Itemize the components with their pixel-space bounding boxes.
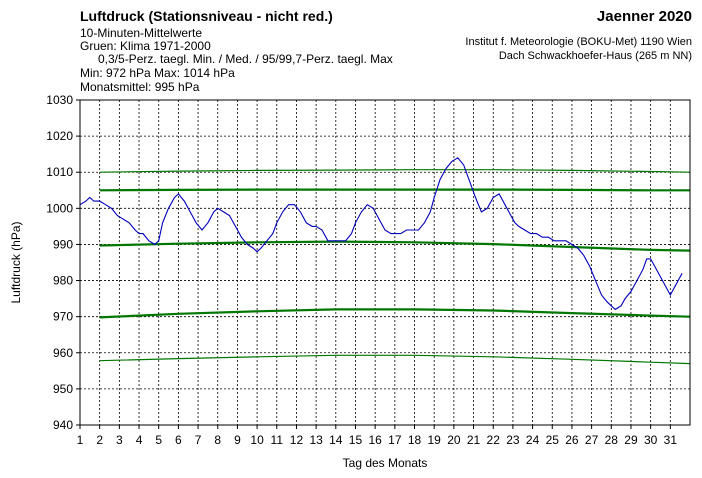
x-tick-label: 15 [349,433,363,447]
institute-label: Institut f. Meteorologie (BOKU-Met) 1190… [465,36,692,48]
y-tick-label: 1020 [46,129,73,143]
observed-series [79,157,683,311]
x-tick-label: 31 [664,433,678,447]
x-tick-label: 18 [408,433,422,447]
x-tick-label: 23 [506,433,520,447]
climate-lines [99,169,691,365]
x-tick-label: 26 [565,433,579,447]
x-tick-label: 11 [271,433,284,447]
x-tick-label: 22 [487,433,501,447]
monthly-mean-text: Monatsmittel: 995 hPa [80,80,200,94]
month-label: Jaenner 2020 [596,8,692,25]
x-tick-label: 20 [447,433,461,447]
x-tick-label: 7 [195,433,202,447]
x-tick-label: 25 [546,433,560,447]
y-tick-label: 970 [53,310,73,324]
x-tick-label: 5 [155,433,162,447]
climate-line [99,240,691,252]
x-axis: 1 2 3 4 5 6 7 8 9 10 11 12 13 14 15 16 17 18 19 20 21 22 23 24 2… [77,425,678,447]
x-tick-label: 29 [624,433,638,447]
x-tick-label: 8 [214,433,221,447]
x-tick-label: 12 [290,433,304,447]
chart-title: Luftdruck (Stationsniveau - nicht red.) [80,8,333,24]
x-tick-label: 14 [329,433,343,447]
x-tick-label: 3 [116,433,123,447]
climate-line [99,169,691,173]
x-tick-label: 21 [467,433,481,447]
x-axis-label: Tag des Monats [343,456,428,470]
subtitle-percentiles: 0,3/5-Perz. taegl. Min. / Med. / 95/99,7… [98,52,393,66]
x-tick-label: 24 [526,433,540,447]
climate-line [99,188,690,192]
grid-lines [80,100,690,425]
x-tick-label: 27 [585,433,599,447]
min-max-text: Min: 972 hPa Max: 1014 hPa [80,66,235,80]
x-tick-label: 10 [250,433,264,447]
subtitle-averaging: 10-Minuten-Mittelwerte [80,26,203,40]
x-tick-label: 17 [388,433,402,447]
x-tick-label: 30 [644,433,658,447]
x-tick-label: 1 [77,433,84,447]
y-tick-label: 950 [53,382,73,396]
observed-line [79,157,683,311]
x-tick-label: 13 [309,433,323,447]
y-tick-label: 1030 [46,93,73,107]
plot-frame [79,99,691,426]
x-tick-label: 6 [175,433,182,447]
x-tick-label: 19 [428,433,442,447]
y-tick-label: 960 [53,346,73,360]
x-tick-label: 2 [96,433,103,447]
x-tick-label: 4 [136,433,143,447]
x-tick-label: 28 [605,433,619,447]
y-axis-label: Luftdruck (hPa) [9,221,23,303]
location-label: Dach Schwackhoefer-Haus (265 m NN) [498,50,692,62]
y-tick-label: 980 [53,274,73,288]
y-tick-label: 940 [53,418,73,432]
x-tick-label: 16 [368,433,382,447]
y-tick-label: 990 [53,237,73,251]
subtitle-climate: Gruen: Klima 1971-2000 [80,39,211,53]
climate-line [99,354,691,365]
y-axis: 940 950 960 970 980 990 1000 1010 1020 1030 [46,93,80,432]
y-tick-label: 1000 [46,201,73,215]
y-tick-label: 1010 [46,165,73,179]
climate-line [99,308,691,319]
x-tick-label: 9 [234,433,241,447]
